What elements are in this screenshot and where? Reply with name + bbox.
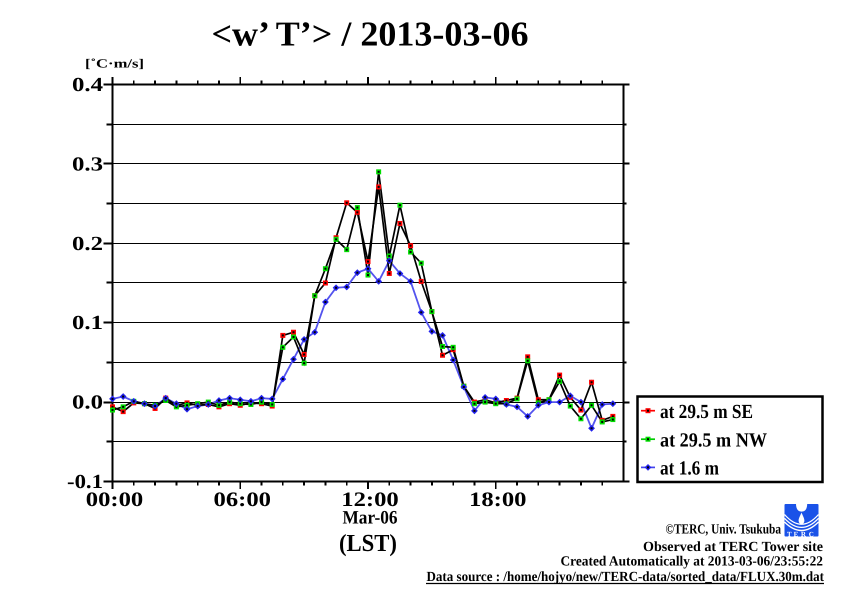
svg-text:Observed at TERC Tower site: Observed at TERC Tower site	[643, 540, 823, 555]
svg-text:Mar-06: Mar-06	[343, 508, 398, 529]
svg-text:Data source : /home/hojyo/new/: Data source : /home/hojyo/new/TERC-data/…	[427, 570, 825, 585]
svg-text:at 29.5 m NW: at 29.5 m NW	[660, 430, 767, 452]
svg-text:(LST): (LST)	[339, 530, 397, 557]
svg-text:0.0: 0.0	[72, 392, 103, 414]
svg-text:[˚C·m/s]: [˚C·m/s]	[85, 57, 144, 71]
svg-text:-0.1: -0.1	[67, 471, 103, 493]
svg-text:0.4: 0.4	[72, 74, 103, 96]
svg-text:12:00: 12:00	[341, 489, 399, 511]
svg-text:T: T	[787, 530, 792, 538]
svg-text:0.1: 0.1	[72, 312, 103, 334]
svg-text:0.3: 0.3	[72, 153, 103, 175]
svg-text:E: E	[794, 530, 799, 538]
svg-text:©TERC, Univ. Tsukuba: ©TERC, Univ. Tsukuba	[666, 523, 782, 538]
svg-text:Created Automatically at 2013-: Created Automatically at 2013-03-06/23:5…	[561, 555, 824, 570]
svg-text:R: R	[801, 530, 807, 538]
svg-text:at 29.5 m SE: at 29.5 m SE	[660, 401, 753, 423]
svg-text:18:00: 18:00	[469, 489, 527, 511]
svg-text:06:00: 06:00	[214, 489, 272, 511]
svg-text:at 1.6 m: at 1.6 m	[660, 458, 719, 480]
svg-text:00:00: 00:00	[86, 489, 144, 511]
svg-text:<w’ T’> / 2013-03-06: <w’ T’> / 2013-03-06	[212, 15, 529, 54]
svg-text:0.2: 0.2	[72, 233, 103, 255]
svg-text:C: C	[809, 530, 814, 538]
